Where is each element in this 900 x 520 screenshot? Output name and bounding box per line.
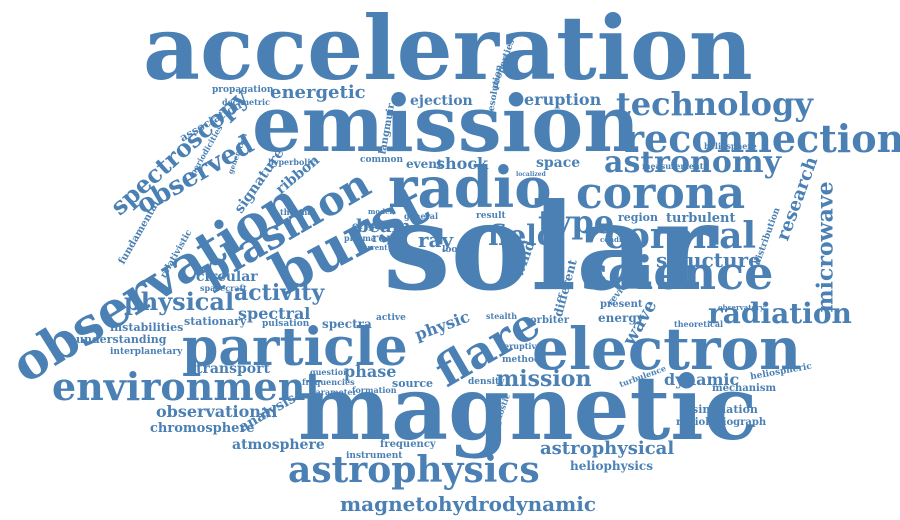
word-density: density: [468, 377, 505, 387]
word-magnetic: magnetic: [298, 356, 758, 460]
word-science: science: [582, 246, 774, 300]
word-mechanism: mechanism: [712, 383, 777, 394]
word-observational: observational: [156, 402, 278, 421]
word-dynamic: dynamic: [664, 370, 740, 389]
word-energy: energy: [598, 311, 644, 325]
word-rope: rope: [372, 231, 403, 245]
word-ray: ray: [418, 228, 454, 252]
word-condition: condition: [600, 235, 638, 244]
word-astrophysical: astrophysical: [540, 438, 675, 459]
word-spectra: spectra: [322, 317, 372, 331]
word-region: region: [618, 211, 658, 224]
word-propagation: propagation: [212, 85, 274, 95]
word-magnetohydrodynamic: magnetohydrodynamic: [340, 492, 597, 516]
word-corona: corona: [576, 168, 746, 219]
word-coronal: coronal: [604, 215, 757, 257]
word-environment: environment: [52, 364, 323, 409]
word-astrophysics: astrophysics: [288, 449, 540, 491]
word-particle: particle: [182, 317, 408, 378]
word-circular: circular: [196, 269, 258, 285]
word-formation: formation: [352, 385, 397, 395]
word-phase: phase: [344, 362, 397, 381]
word-activity: activity: [234, 280, 325, 306]
word-active: active: [376, 313, 406, 323]
word-beam: beam: [356, 216, 411, 237]
word-observatory: observatory: [718, 303, 764, 312]
word-electron: electron: [532, 315, 802, 383]
word-instabilities: instabilities: [110, 321, 184, 334]
word-pulsation: pulsation: [262, 319, 310, 329]
word-method: method: [502, 355, 541, 365]
word-structure: structure: [656, 248, 761, 272]
word-transport: transport: [196, 361, 270, 377]
word-reconnection: reconnection: [624, 116, 900, 161]
word-technology: technology: [616, 85, 813, 123]
word-loop: loop: [442, 245, 464, 255]
word-frequency: frequency: [380, 439, 436, 450]
word-orbiter: orbiter: [530, 315, 569, 326]
word-localized: localized: [516, 171, 546, 178]
word-question: question: [310, 367, 349, 377]
word-heliosphere: heliosphere: [704, 141, 757, 151]
word-frequencies: frequencies: [302, 377, 355, 387]
word-chromosphere: chromosphere: [150, 421, 255, 436]
word-spectral: spectral: [238, 304, 311, 323]
word-type: type: [538, 203, 615, 241]
word-mission: mission: [496, 366, 592, 392]
word-event: event: [406, 157, 443, 171]
word-present: present: [600, 299, 643, 310]
word-heliophysics: heliophysics: [570, 459, 653, 473]
word-theoretical: theoretical: [674, 319, 724, 329]
word-radio: radio: [388, 155, 552, 221]
word-general: general: [404, 211, 439, 221]
word-solar: solar: [383, 177, 718, 318]
word-turbulent: turbulent: [666, 211, 736, 226]
word-radiation: radiation: [708, 297, 852, 330]
word-shock: shock: [436, 154, 489, 173]
word-acceleration: acceleration: [143, 0, 753, 100]
word-field: field: [488, 219, 557, 252]
word-energetic: energetic: [270, 82, 366, 103]
word-instrument: instrument: [346, 451, 403, 461]
word-ejection: ejection: [410, 93, 473, 109]
word-eruptive: eruptive: [504, 341, 542, 351]
word-measurement: measurement: [642, 161, 704, 171]
word-origin: origin: [352, 221, 386, 232]
word-hyperbolic: hyperbolic: [268, 157, 316, 167]
word-decimetric: decimetric: [222, 97, 270, 107]
word-understanding: understanding: [76, 333, 167, 346]
word-simulation: simulation: [692, 403, 758, 416]
word-parameter: parameter: [310, 387, 357, 397]
word-current: current: [358, 243, 388, 252]
word-thermal: thermal: [280, 207, 316, 217]
word-physical: physical: [124, 287, 235, 316]
word-source: source: [392, 377, 434, 390]
word-interplanetary: interplanetary: [110, 347, 183, 357]
word-stationary: stationary: [184, 315, 247, 328]
word-microwave: microwave: [812, 181, 839, 313]
word-astronomy: astronomy: [604, 145, 781, 180]
word-space: space: [536, 155, 581, 171]
word-result: result: [476, 211, 506, 221]
word-eruption: eruption: [524, 90, 602, 109]
word-model: model: [368, 207, 393, 216]
word-atmosphere: atmosphere: [232, 437, 325, 453]
word-stealth: stealth: [486, 311, 518, 321]
word-plasma: plasma: [344, 233, 376, 243]
word-common: common: [360, 155, 404, 165]
word-radioheliograph: radioheliograph: [676, 417, 767, 428]
word-emission: emission: [252, 79, 640, 170]
word-spacecraft: spacecraft: [200, 283, 247, 293]
